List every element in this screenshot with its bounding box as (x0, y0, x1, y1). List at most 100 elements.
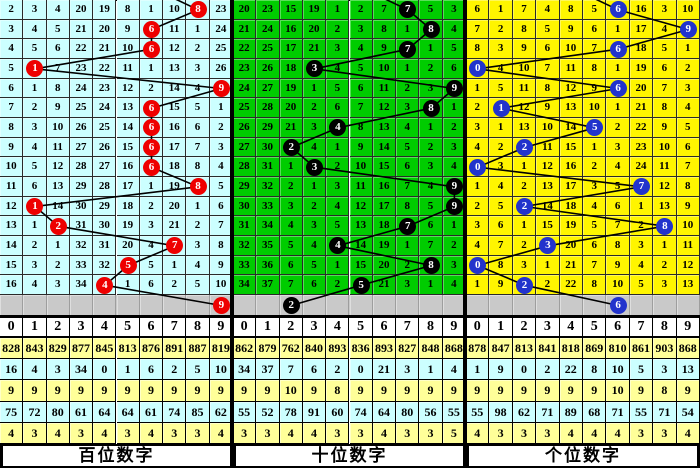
miss-cell: 21 (93, 39, 117, 59)
stat-cell: 10 (606, 359, 630, 381)
miss-cell: 8 (396, 196, 420, 217)
miss-cell: 7 (372, 0, 397, 20)
miss-cell: 2 (419, 137, 443, 158)
stat-cell: 4 (466, 422, 490, 444)
drawn-number-marker: 2 (49, 217, 67, 235)
miss-cell: 5 (326, 78, 350, 99)
stat-cell: 3 (116, 422, 140, 444)
miss-cell: 21 (302, 39, 327, 59)
stat-cell: 876 (139, 338, 164, 360)
miss-cell: 1 (139, 177, 164, 197)
miss-cell: 18 (116, 196, 140, 217)
miss-cell: 2 (0, 0, 24, 20)
spacer-cell (396, 295, 420, 315)
digit-header-cell: 6 (140, 318, 164, 336)
stat-cell: 9 (69, 380, 94, 402)
miss-cell: 1 (23, 216, 47, 236)
miss-cell: 12 (512, 98, 537, 118)
miss-cell: 19 (93, 0, 117, 20)
miss-cell: 10 (116, 39, 140, 59)
drawn-number-marker: 6 (609, 40, 627, 58)
miss-cell: 11 (372, 78, 397, 99)
spacer-cell (583, 295, 607, 315)
stat-cell: 836 (349, 338, 373, 360)
miss-cell: 1 (139, 59, 164, 79)
miss-cell: 15 (0, 255, 24, 276)
miss-cell: 19 (302, 0, 327, 20)
miss-cell: 21 (372, 275, 397, 295)
miss-cell: 9 (349, 137, 373, 158)
miss-cell: 3 (46, 275, 70, 295)
stat-cell: 75 (0, 401, 24, 423)
miss-cell: 7 (466, 19, 490, 40)
miss-cell: 14 (372, 137, 397, 158)
miss-cell: 1 (466, 177, 490, 197)
miss-cell: 24 (629, 157, 654, 177)
units-digit-panel: 6174856163107285961174983961076185104107… (466, 0, 700, 468)
miss-cell: 9 (536, 98, 560, 118)
spacer-cell (630, 295, 654, 315)
stat-cell: 34 (233, 359, 257, 381)
miss-cell: 14 (536, 196, 560, 217)
miss-cell: 1 (489, 118, 513, 138)
miss-cell: 28 (69, 157, 94, 177)
miss-cell: 6 (466, 0, 490, 20)
miss-cell: 30 (93, 216, 117, 236)
miss-cell: 8 (349, 118, 373, 138)
stat-cell: 9 (0, 380, 24, 402)
miss-cell: 4 (302, 236, 327, 256)
spacer-cell (163, 295, 187, 315)
stat-cell: 9 (466, 380, 490, 402)
miss-cell: 33 (69, 255, 94, 276)
stat-cell: 9 (302, 380, 327, 402)
miss-cell: 2 (139, 78, 164, 99)
stat-cell: 3 (629, 422, 654, 444)
spacer-cell (233, 295, 257, 315)
miss-cell: 2 (489, 19, 513, 40)
miss-cell: 34 (69, 275, 94, 295)
miss-cell: 6 (279, 255, 303, 276)
spacer-row (233, 295, 466, 316)
miss-cell: 6 (0, 78, 24, 99)
miss-cell: 21 (629, 98, 654, 118)
miss-cell: 1 (583, 137, 607, 158)
miss-cell: 13 (349, 216, 373, 236)
miss-cell: 2 (302, 196, 327, 217)
spacer-row (0, 295, 233, 316)
miss-cell: 23 (256, 0, 280, 20)
panel-footer-label: 百位数字 (1, 444, 232, 468)
stat-cell: 3 (489, 422, 513, 444)
spacer-cell (23, 295, 47, 315)
miss-cell: 25 (256, 39, 280, 59)
miss-cell: 1 (116, 275, 140, 295)
stat-cell: 827 (396, 338, 420, 360)
miss-cell: 32 (69, 236, 94, 256)
miss-cell: 34 (256, 216, 280, 236)
stat-cell: 1 (466, 359, 490, 381)
miss-cell: 12 (676, 255, 700, 276)
miss-cell: 2 (583, 157, 607, 177)
stat-cell: 62 (512, 401, 537, 423)
stat-cell: 72 (23, 401, 47, 423)
miss-cell: 4 (139, 236, 164, 256)
miss-cell: 15 (349, 255, 373, 276)
miss-cell: 9 (512, 39, 537, 59)
drawn-number-marker: 6 (142, 139, 160, 156)
miss-cell: 14 (116, 118, 140, 138)
miss-cell: 12 (559, 78, 583, 99)
miss-cell: 9 (46, 98, 70, 118)
miss-cell: 13 (653, 196, 677, 217)
stat-cell: 55 (466, 401, 490, 423)
miss-cell: 32 (233, 236, 257, 256)
stat-cell: 91 (302, 401, 327, 423)
miss-cell: 5 (326, 216, 350, 236)
miss-cell: 5 (23, 39, 47, 59)
miss-cell: 23 (629, 137, 654, 158)
stat-cell: 845 (93, 338, 117, 360)
stat-cell: 98 (489, 401, 513, 423)
miss-cell: 4 (186, 255, 210, 276)
miss-cell: 2 (46, 255, 70, 276)
miss-cell: 3 (23, 118, 47, 138)
digit-header-cell: 8 (419, 318, 443, 336)
